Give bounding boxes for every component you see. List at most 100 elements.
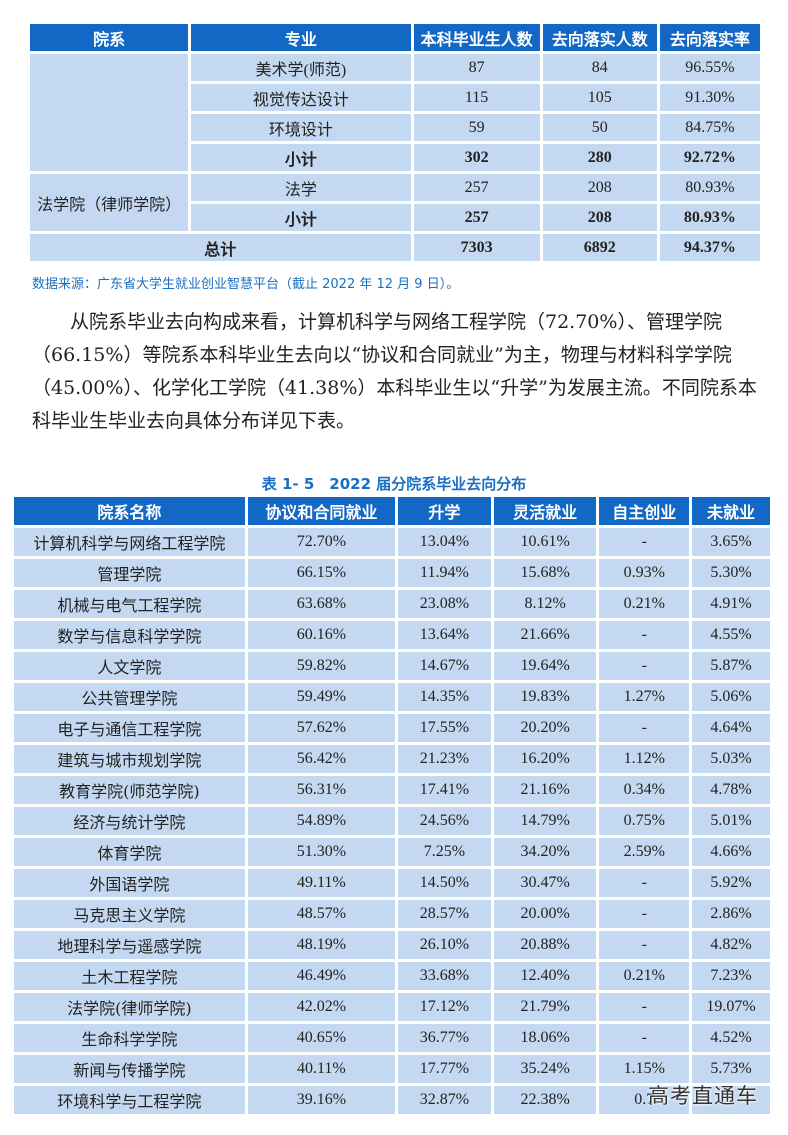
header-rate: 去向落实率: [659, 24, 760, 51]
placed-cell: 84: [542, 54, 657, 81]
further-study-cell: 24.56%: [398, 807, 491, 835]
placed-cell: 208: [542, 174, 657, 201]
self-employed-cell: 0.34%: [599, 776, 690, 804]
dept-name-cell: 管理学院: [14, 559, 245, 587]
further-study-cell: 14.35%: [398, 683, 491, 711]
placed-cell: 50: [542, 114, 657, 141]
table-row: 美术学(师范) 87 84 96.55%: [30, 54, 760, 171]
table-row: 环境设计 59 50 84.75%: [30, 114, 760, 141]
flexible-cell: 18.06%: [493, 1024, 597, 1052]
placed-cell: 105: [542, 84, 657, 111]
unemployed-cell: 19.07%: [692, 993, 770, 1021]
table-row: 建筑与城市规划学院 56.42% 21.23% 16.20% 1.12% 5.03%: [14, 745, 770, 773]
subtotal-rate: 80.93%: [659, 204, 760, 231]
unemployed-cell: 5.30%: [692, 559, 770, 587]
flexible-cell: 21.16%: [493, 776, 597, 804]
dept-name-cell: 生命科学学院: [14, 1024, 245, 1052]
self-employed-cell: -: [599, 621, 690, 649]
contract-cell: 49.11%: [247, 869, 396, 897]
dept-name-cell: 新闻与传播学院: [14, 1055, 245, 1083]
self-employed-cell: 0.21%: [599, 962, 690, 990]
flexible-cell: 20.00%: [493, 900, 597, 928]
self-employed-cell: -: [599, 652, 690, 680]
further-study-cell: 7.25%: [398, 838, 491, 866]
flexible-cell: 34.20%: [493, 838, 597, 866]
header-placed: 去向落实人数: [542, 24, 657, 51]
table-row: 计算机科学与网络工程学院 72.70% 13.04% 10.61% -3.65%: [14, 528, 770, 556]
table-row: 地理科学与遥感学院 48.19% 26.10% 20.88% -4.82%: [14, 931, 770, 959]
contract-cell: 63.68%: [247, 590, 396, 618]
contract-cell: 57.62%: [247, 714, 396, 742]
contract-cell: 39.16%: [247, 1086, 396, 1114]
flexible-cell: 22.38%: [493, 1086, 597, 1114]
contract-cell: 40.11%: [247, 1055, 396, 1083]
major-cell: 美术学(师范): [191, 54, 411, 81]
table-row: 机械与电气工程学院 63.68% 23.08% 8.12% 0.21% 4.91%: [14, 590, 770, 618]
header-dept-name: 院系名称: [14, 497, 245, 525]
total-placed: 6892: [542, 234, 657, 261]
table-row: 管理学院 66.15% 11.94% 15.68% 0.93% 5.30%: [14, 559, 770, 587]
contract-cell: 42.02%: [247, 993, 396, 1021]
contract-cell: 40.65%: [247, 1024, 396, 1052]
unemployed-cell: 4.82%: [692, 931, 770, 959]
table-row: 数学与信息科学学院 60.16% 13.64% 21.66% -4.55%: [14, 621, 770, 649]
flexible-cell: 19.83%: [493, 683, 597, 711]
header-dept: 院系: [30, 24, 189, 51]
destination-distribution-table: 院系名称 协议和合同就业 升学 灵活就业 自主创业 未就业 计算机科学与网络工程学院 72.…: [11, 494, 773, 1117]
dept-name-cell: 建筑与城市规划学院: [14, 745, 245, 773]
data-source-note: 数据来源：广东省大学生就业创业智慧平台（截止 2022 年 12 月 9 日）。: [32, 277, 460, 292]
paragraph-text: 从院系毕业去向构成来看，计算机科学与网络工程学院（72.70%）、管理学院（66…: [32, 311, 757, 432]
table-row: 土木工程学院 46.49% 33.68% 12.40% 0.21% 7.23%: [14, 962, 770, 990]
contract-cell: 48.19%: [247, 931, 396, 959]
contract-cell: 51.30%: [247, 838, 396, 866]
table-header-row: 院系名称 协议和合同就业 升学 灵活就业 自主创业 未就业: [14, 497, 770, 525]
self-employed-cell: -: [599, 1024, 690, 1052]
further-study-cell: 17.12%: [398, 993, 491, 1021]
self-employed-cell: 0.93%: [599, 559, 690, 587]
further-study-cell: 33.68%: [398, 962, 491, 990]
flexible-cell: 30.47%: [493, 869, 597, 897]
self-employed-cell: -: [599, 931, 690, 959]
self-employed-cell: -: [599, 900, 690, 928]
rate-cell: 91.30%: [659, 84, 760, 111]
header-self-employed: 自主创业: [599, 497, 690, 525]
dept-name-cell: 电子与通信工程学院: [14, 714, 245, 742]
self-employed-cell: 1.15%: [599, 1055, 690, 1083]
further-study-cell: 14.50%: [398, 869, 491, 897]
table-row: 人文学院 59.82% 14.67% 19.64% -5.87%: [14, 652, 770, 680]
dept-name-cell: 公共管理学院: [14, 683, 245, 711]
total-row: 总计 7303 6892 94.37%: [30, 234, 760, 261]
table-row: 经济与统计学院 54.89% 24.56% 14.79% 0.75% 5.01%: [14, 807, 770, 835]
self-employed-cell: 1.12%: [599, 745, 690, 773]
contract-cell: 46.49%: [247, 962, 396, 990]
self-employed-cell: -: [599, 869, 690, 897]
dept-name-cell: 马克思主义学院: [14, 900, 245, 928]
dept-name-cell: 数学与信息科学学院: [14, 621, 245, 649]
flexible-cell: 14.79%: [493, 807, 597, 835]
table-row: 环境科学与工程学院 39.16% 32.87% 22.38% 0.7: [14, 1086, 770, 1114]
contract-cell: 54.89%: [247, 807, 396, 835]
unemployed-cell: 4.55%: [692, 621, 770, 649]
contract-cell: 56.42%: [247, 745, 396, 773]
grads-cell: 257: [413, 174, 540, 201]
table-row: 教育学院(师范学院) 56.31% 17.41% 21.16% 0.34% 4.78%: [14, 776, 770, 804]
major-cell: 环境设计: [191, 114, 411, 141]
header-major: 专业: [191, 24, 411, 51]
table-row: 体育学院 51.30% 7.25% 34.20% 2.59% 4.66%: [14, 838, 770, 866]
grads-cell: 87: [413, 54, 540, 81]
grads-cell: 115: [413, 84, 540, 111]
self-employed-cell: 1.27%: [599, 683, 690, 711]
dept-name-cell: 地理科学与遥感学院: [14, 931, 245, 959]
further-study-cell: 26.10%: [398, 931, 491, 959]
unemployed-cell: 5.92%: [692, 869, 770, 897]
rate-cell: 96.55%: [659, 54, 760, 81]
flexible-cell: 21.66%: [493, 621, 597, 649]
further-study-cell: 17.55%: [398, 714, 491, 742]
dept-name-cell: 土木工程学院: [14, 962, 245, 990]
further-study-cell: 23.08%: [398, 590, 491, 618]
unemployed-cell: 3.65%: [692, 528, 770, 556]
further-study-cell: 11.94%: [398, 559, 491, 587]
unemployed-cell: 2.86%: [692, 900, 770, 928]
table-row: 法学院（律师学院） 法学 257 208 80.93%: [30, 174, 760, 231]
flexible-cell: 19.64%: [493, 652, 597, 680]
